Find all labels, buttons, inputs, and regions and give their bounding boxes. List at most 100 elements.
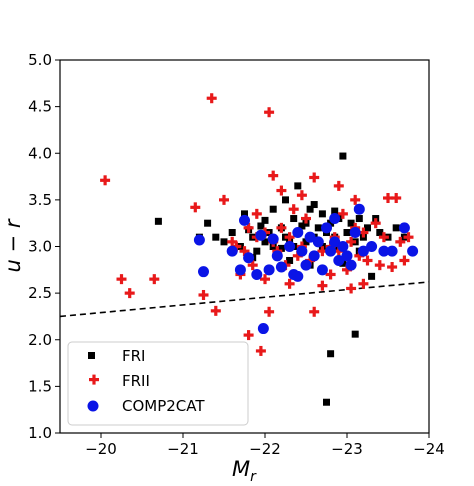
comp2cat-point <box>345 259 357 271</box>
fri-point <box>368 272 376 280</box>
plot-frame <box>59 59 430 434</box>
comp2cat-point <box>308 250 320 262</box>
frii-point <box>395 236 406 247</box>
frii-point <box>403 232 414 243</box>
frii-point <box>309 172 320 183</box>
comp2cat-point <box>267 233 279 245</box>
fri-point <box>318 210 326 218</box>
comp2cat-point <box>263 264 275 276</box>
fri-point <box>339 152 347 160</box>
comp2cat-point <box>226 245 238 257</box>
frii-point <box>260 274 270 285</box>
x-tick-label: −23 <box>331 440 363 458</box>
frii-point <box>268 170 279 181</box>
y-tick-label: 1.0 <box>28 424 52 442</box>
frii-point <box>333 180 344 191</box>
legend-marker-comp2cat <box>87 400 99 412</box>
comp2cat-point <box>341 250 353 262</box>
comp2cat-point <box>300 259 312 271</box>
legend-box <box>67 341 249 426</box>
x-tick-label: −20 <box>85 440 117 458</box>
fri-point <box>310 201 318 209</box>
frii-point <box>378 232 389 243</box>
frii-point <box>342 264 352 275</box>
comp2cat-point <box>353 203 365 215</box>
fri-point <box>392 224 400 232</box>
comp2cat-point <box>316 264 328 276</box>
frii-point <box>284 278 295 289</box>
frii-point <box>251 208 262 219</box>
legend-label-comp2cat: COMP2CAT <box>122 397 205 415</box>
plot-area <box>59 93 430 406</box>
frii-point <box>227 236 238 247</box>
frii-point <box>350 194 361 205</box>
frii-point <box>124 288 135 299</box>
comp2cat-point <box>251 268 263 280</box>
y-tick-label: 3.0 <box>28 238 52 256</box>
frii-point <box>210 305 221 316</box>
frii-point <box>247 260 258 271</box>
comp2cat-point <box>243 252 255 264</box>
fri-point <box>327 350 335 358</box>
comp2cat-point <box>234 264 246 276</box>
fri-point <box>261 216 269 224</box>
frii-point <box>190 202 201 213</box>
data-points <box>100 93 419 406</box>
frii-point <box>149 274 160 285</box>
fri-point <box>282 196 289 204</box>
fri-point <box>154 217 162 225</box>
fri-point <box>323 398 330 406</box>
frii-point <box>116 274 127 285</box>
frii-point <box>198 289 209 300</box>
comp2cat-point <box>337 241 349 252</box>
comp2cat-point <box>271 250 283 262</box>
fri-point <box>277 244 285 252</box>
fri-point <box>298 222 306 230</box>
fri-point <box>261 238 269 246</box>
legend-label-fri: FRI <box>122 347 145 365</box>
frii-point <box>255 345 266 356</box>
frii-point <box>358 227 369 238</box>
fri-point <box>269 205 277 213</box>
comp2cat-point <box>378 245 390 257</box>
comp2cat-point <box>239 214 250 226</box>
frii-point <box>346 283 357 294</box>
fri-point <box>212 233 220 241</box>
frii-point <box>301 213 311 224</box>
fri-point <box>331 207 339 215</box>
axis-ticks: −20 −21 −22 −23 −24 1.0 1.5 2.0 2.5 3.0 3.5 4.0 4.5 5… <box>28 51 445 458</box>
frii-point <box>387 262 398 273</box>
comp2cat-point <box>407 245 419 257</box>
comp2cat-point <box>292 270 304 282</box>
frii-point <box>333 246 344 257</box>
fri-point <box>294 182 302 190</box>
frii-point <box>309 306 320 317</box>
comp2cat-point <box>321 222 332 234</box>
comp2cat-point <box>255 229 267 241</box>
frii-point <box>284 232 295 243</box>
fri-point <box>253 247 261 255</box>
fri-point <box>376 229 384 237</box>
fri-point <box>314 224 322 232</box>
comp2cat-point <box>292 227 304 239</box>
frii-point <box>276 222 287 233</box>
comp2cat-point <box>333 254 345 266</box>
frii-point <box>239 246 250 257</box>
legend-marker-fri <box>88 352 95 359</box>
y-tick-label: 2.5 <box>28 284 52 302</box>
frii-point <box>358 278 369 289</box>
frii-point <box>296 190 307 201</box>
frii-point <box>264 107 275 118</box>
frii-point <box>317 280 328 291</box>
comp2cat-point <box>398 222 410 234</box>
frii-point <box>325 269 336 280</box>
y-axis-title: u − r <box>1 218 25 272</box>
frii-point <box>346 236 357 247</box>
frii-point <box>231 241 242 252</box>
fri-point <box>220 238 228 246</box>
frii-point <box>370 218 381 229</box>
comp2cat-point <box>296 245 308 257</box>
frii-point <box>354 250 365 261</box>
fri-point <box>228 229 236 237</box>
